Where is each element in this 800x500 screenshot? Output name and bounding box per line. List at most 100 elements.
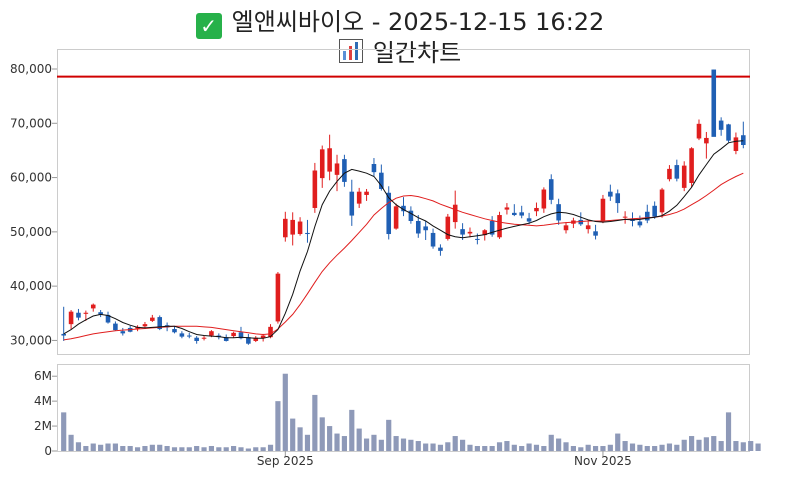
candle-up — [335, 163, 340, 174]
price-tick-label: 30,000 — [10, 333, 52, 347]
volume-bar — [630, 444, 635, 451]
volume-bar — [342, 436, 347, 451]
volume-bar — [364, 439, 369, 451]
candle-down — [438, 248, 443, 251]
volume-bar — [475, 446, 480, 451]
volume-bar — [659, 445, 664, 451]
volume-tick-label: 2M — [34, 419, 52, 433]
volume-bar — [209, 446, 214, 451]
candle-up — [601, 199, 606, 221]
volume-bar — [290, 419, 295, 451]
candle-up — [290, 220, 295, 235]
candle-up — [231, 333, 236, 336]
volume-bar — [556, 439, 561, 451]
volume-bar — [349, 410, 354, 451]
candle-up — [313, 171, 318, 208]
candle-up — [667, 169, 672, 179]
volume-bar — [320, 417, 325, 451]
volume-tick-label: 6M — [34, 369, 52, 383]
candle-down — [305, 233, 310, 234]
volume-bar — [201, 447, 206, 451]
volume-bar — [526, 444, 531, 451]
candle-down — [512, 213, 517, 215]
candle-up — [453, 205, 458, 222]
volume-bar — [386, 420, 391, 451]
price-tick-label: 70,000 — [10, 116, 52, 130]
candle-down — [711, 70, 716, 137]
volume-bar — [408, 440, 413, 451]
volume-bar — [379, 440, 384, 451]
candle-up — [84, 313, 89, 314]
volume-bar — [76, 442, 81, 451]
volume-bar — [194, 446, 199, 451]
volume-bar — [312, 395, 317, 451]
volume-bar — [571, 446, 576, 451]
candle-down — [549, 179, 554, 200]
volume-bar — [600, 446, 605, 451]
volume-tick-label: 4M — [34, 394, 52, 408]
volume-bar — [512, 445, 517, 451]
volume-bar — [482, 446, 487, 451]
volume-bar — [490, 446, 495, 451]
volume-bar — [334, 434, 339, 451]
volume-bar — [128, 446, 133, 451]
volume-bar — [563, 442, 568, 451]
candle-up — [689, 148, 694, 183]
candle-down — [180, 333, 185, 336]
candle-up — [394, 206, 399, 228]
volume-bar — [275, 401, 280, 451]
x-tick-label: Sep 2025 — [257, 454, 314, 468]
candle-down — [423, 226, 428, 230]
candle-up — [505, 207, 510, 209]
volume-bar — [504, 441, 509, 451]
candle-down — [608, 192, 613, 197]
volume-bar — [113, 444, 118, 451]
candle-up — [364, 192, 369, 195]
candle-up — [623, 217, 628, 218]
volume-bar — [711, 436, 716, 451]
volume-bar — [231, 446, 236, 451]
volume-bar — [238, 447, 243, 451]
candle-up — [276, 274, 281, 322]
volume-bar — [430, 444, 435, 451]
volume-bar — [726, 412, 731, 451]
candle-up — [660, 190, 665, 213]
volume-bar — [497, 442, 502, 451]
candle-down — [593, 231, 598, 235]
volume-bar — [615, 434, 620, 451]
price-tick-label: 60,000 — [10, 171, 52, 185]
volume-bar — [534, 445, 539, 451]
candle-up — [682, 166, 687, 188]
candle-up — [586, 225, 591, 229]
volume-bar — [608, 445, 613, 451]
volume-bar — [83, 446, 88, 451]
volume-bar — [371, 435, 376, 451]
volume-bar — [467, 445, 472, 451]
candle-up — [320, 149, 325, 178]
candle-down — [350, 192, 355, 216]
volume-bar — [357, 429, 362, 451]
volume-bar — [68, 435, 73, 451]
volume-bar — [105, 444, 110, 451]
volume-bar — [667, 444, 672, 451]
volume-bar — [135, 447, 140, 451]
price-tick-label: 80,000 — [10, 62, 52, 76]
volume-bar — [423, 444, 428, 451]
candle-up — [91, 305, 96, 309]
volume-bar — [593, 446, 598, 451]
candle-down — [645, 212, 650, 221]
volume-bar — [689, 436, 694, 451]
candle-down — [172, 329, 177, 332]
candle-up — [357, 192, 362, 204]
candle-down — [372, 164, 377, 172]
candle-down — [460, 229, 465, 234]
volume-bar — [704, 437, 709, 451]
volume-bar — [696, 440, 701, 451]
candle-up — [150, 318, 155, 321]
candle-down — [475, 239, 480, 240]
volume-bar — [623, 441, 628, 451]
volume-bar — [445, 442, 450, 451]
candle-up — [143, 324, 148, 326]
volume-bar — [549, 435, 554, 451]
